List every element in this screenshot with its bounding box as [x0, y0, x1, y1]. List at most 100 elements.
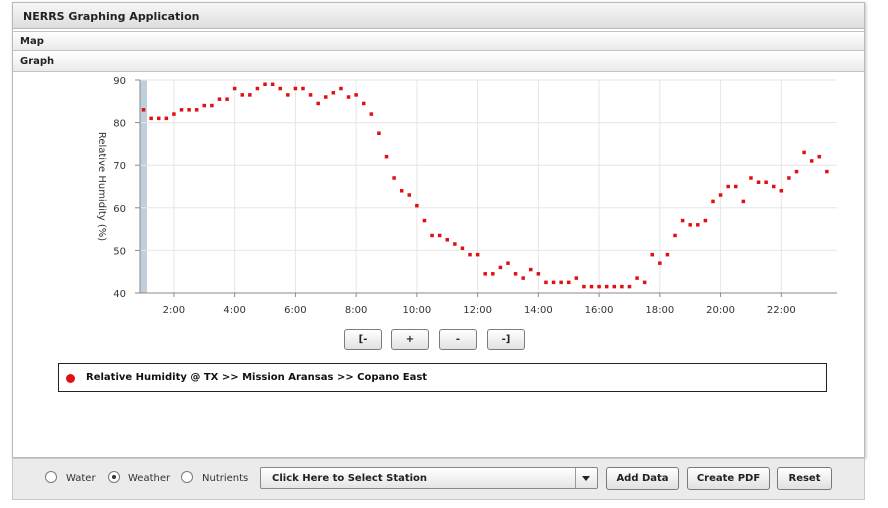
- data-point: [453, 242, 457, 246]
- data-point: [392, 176, 396, 180]
- legend-marker: [66, 374, 75, 383]
- radio-selected-dot: [112, 475, 116, 479]
- data-point: [339, 86, 343, 91]
- data-point: [194, 108, 199, 112]
- data-point: [582, 284, 586, 289]
- data-point: [293, 86, 298, 91]
- station-select[interactable]: Click Here to Select Station: [260, 467, 598, 489]
- title-bar: NERRS Graphing Application: [13, 3, 864, 29]
- weather-radio[interactable]: [108, 471, 120, 483]
- data-point: [734, 184, 738, 189]
- data-point: [673, 233, 677, 238]
- data-point: [407, 193, 412, 197]
- data-point: [240, 93, 244, 97]
- nutrients-radio[interactable]: [181, 471, 193, 483]
- x-tick-label: 14:00: [524, 305, 553, 316]
- map-accordion-header[interactable]: Map: [13, 31, 864, 51]
- data-point: [650, 252, 654, 257]
- data-point: [225, 97, 229, 101]
- data-point: [544, 280, 548, 285]
- y-tick-label: 40: [113, 289, 126, 300]
- data-point: [589, 284, 594, 289]
- chart-legend: Relative Humidity @ TX >> Mission Aransa…: [58, 363, 827, 392]
- graph-accordion-label: Graph: [20, 56, 55, 67]
- data-point: [817, 154, 822, 159]
- data-point: [802, 150, 806, 155]
- data-point: [574, 276, 579, 280]
- data-point: [787, 176, 791, 180]
- water-radio[interactable]: [45, 471, 57, 483]
- x-tick-label: 18:00: [645, 305, 674, 316]
- map-accordion-label: Map: [20, 36, 44, 47]
- data-point: [703, 218, 708, 223]
- data-point: [635, 276, 639, 280]
- data-point: [422, 218, 427, 223]
- x-tick-label: 16:00: [585, 305, 614, 316]
- y-tick-label: 80: [113, 119, 126, 130]
- data-point: [483, 272, 487, 276]
- water-radio-label: Water: [66, 473, 96, 484]
- data-point: [506, 261, 510, 265]
- graph-accordion-header[interactable]: Graph: [13, 52, 864, 72]
- data-point: [248, 93, 252, 97]
- humidity-chart: 40 50 60 70 80 90 2:00 4:00 6:00 8:00 10:00 12:00 14…: [96, 76, 837, 316]
- data-point: [141, 108, 146, 112]
- data-point: [726, 184, 730, 189]
- data-point: [445, 238, 449, 242]
- data-point: [415, 203, 419, 208]
- data-point: [779, 189, 784, 193]
- zoom-in-button[interactable]: +: [391, 329, 429, 350]
- data-point: [620, 284, 624, 289]
- first-button[interactable]: [-: [344, 329, 382, 350]
- data-point: [491, 272, 495, 276]
- nutrients-radio-label: Nutrients: [202, 473, 249, 484]
- station-select-dropdown[interactable]: [575, 468, 597, 488]
- data-point: [696, 223, 700, 227]
- last-button[interactable]: -]: [487, 329, 525, 350]
- data-point: [612, 284, 617, 289]
- x-tick-label: 22:00: [767, 305, 796, 316]
- data-point: [331, 91, 336, 95]
- data-point: [354, 93, 358, 97]
- x-tick-label: 2:00: [163, 305, 185, 316]
- zoom-out-button[interactable]: -: [439, 329, 477, 350]
- data-point: [217, 97, 222, 101]
- y-tick-label: 70: [113, 161, 126, 172]
- x-tick-label: 8:00: [345, 305, 367, 316]
- y-tick-label: 90: [113, 76, 126, 87]
- data-point: [460, 246, 465, 251]
- data-point: [475, 252, 480, 257]
- app-title: NERRS Graphing Application: [23, 10, 200, 23]
- data-point: [361, 101, 366, 106]
- y-tick-label: 50: [113, 246, 126, 257]
- reset-button[interactable]: Reset: [777, 467, 832, 490]
- data-point: [756, 180, 761, 184]
- x-tick-label: 10:00: [402, 305, 431, 316]
- data-point: [627, 284, 632, 289]
- x-tick-label: 12:00: [463, 305, 492, 316]
- data-point: [346, 95, 351, 99]
- x-tick-label: 6:00: [284, 305, 306, 316]
- data-point: [301, 86, 305, 91]
- add-data-button[interactable]: Add Data: [606, 467, 679, 490]
- data-point: [278, 86, 282, 91]
- data-point: [680, 218, 685, 223]
- data-point: [794, 169, 799, 174]
- data-point: [384, 154, 389, 159]
- legend-label: Relative Humidity @ TX >> Mission Aransa…: [86, 372, 428, 383]
- data-point: [468, 252, 472, 257]
- data-point: [156, 116, 161, 121]
- data-point: [513, 272, 518, 276]
- data-point: [369, 112, 374, 116]
- data-point: [172, 112, 176, 116]
- plot-left-band: [140, 80, 147, 293]
- data-point: [316, 101, 320, 106]
- data-point: [809, 159, 814, 163]
- data-point: [286, 93, 290, 97]
- data-point: [149, 116, 153, 121]
- create-pdf-button[interactable]: Create PDF: [687, 467, 770, 490]
- data-point: [437, 233, 442, 238]
- data-point: [825, 169, 829, 174]
- y-tick-label: 60: [113, 204, 126, 215]
- data-point: [270, 82, 275, 87]
